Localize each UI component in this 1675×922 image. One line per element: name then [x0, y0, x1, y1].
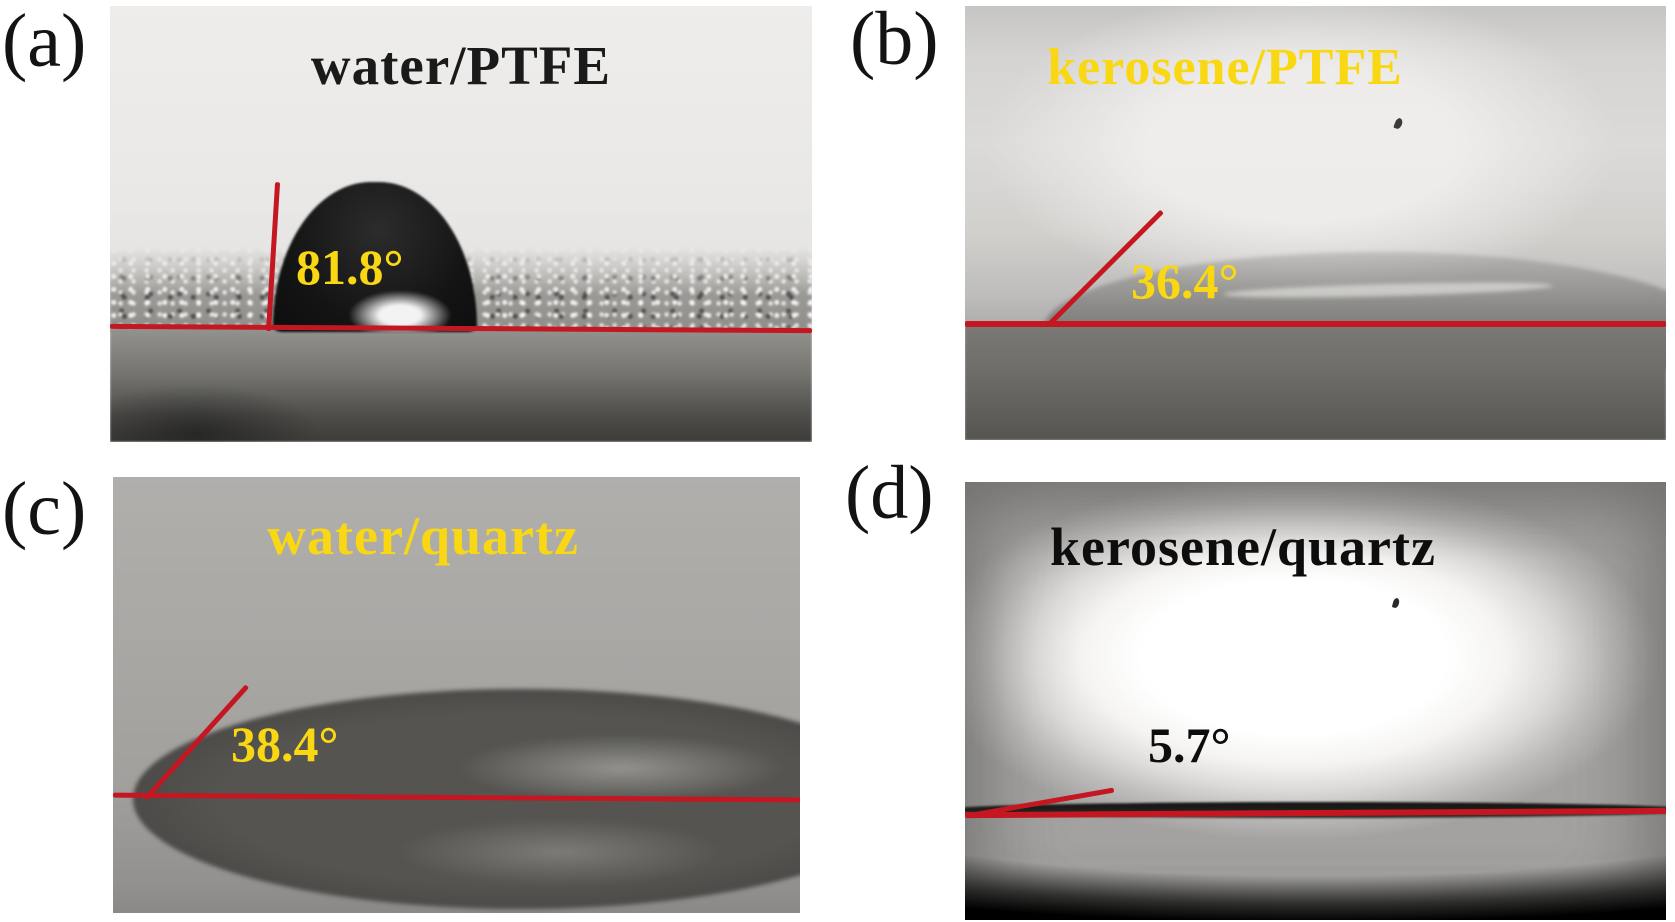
panel-c-label: (c)	[2, 467, 87, 551]
panel-c-title: water/quartz	[267, 506, 579, 566]
panel-d-angle-value: 5.7°	[1148, 717, 1231, 773]
panel-d-label: (d)	[845, 451, 934, 535]
panel-b-substrate	[965, 325, 1666, 440]
panel-b-label: (b)	[850, 0, 939, 81]
panel-a-title: water/PTFE	[310, 35, 612, 96]
panel-d-photo: kerosene/quartz 5.7°	[965, 482, 1666, 920]
panel-d-bottom-shadow	[965, 818, 1666, 920]
panel-b-baseline	[965, 321, 1666, 327]
panel-b-photo: kerosene/PTFE 36.4°	[965, 6, 1666, 440]
panel-c-angle-value: 38.4°	[231, 716, 339, 772]
panel-c-photo: water/quartz 38.4°	[113, 477, 800, 913]
panel-a-label: (a)	[2, 0, 87, 83]
panel-a-substrate	[110, 328, 812, 442]
panel-d-title: kerosene/quartz	[1050, 517, 1436, 577]
panel-a-angle-value: 81.8°	[296, 239, 404, 295]
panel-b-title: kerosene/PTFE	[1047, 39, 1403, 96]
panel-a-photo: water/PTFE 81.8°	[110, 6, 812, 442]
panel-d-dust-speck	[1391, 597, 1401, 609]
panel-b-dust-speck	[1393, 117, 1404, 130]
panel-b-angle-value: 36.4°	[1131, 253, 1239, 309]
